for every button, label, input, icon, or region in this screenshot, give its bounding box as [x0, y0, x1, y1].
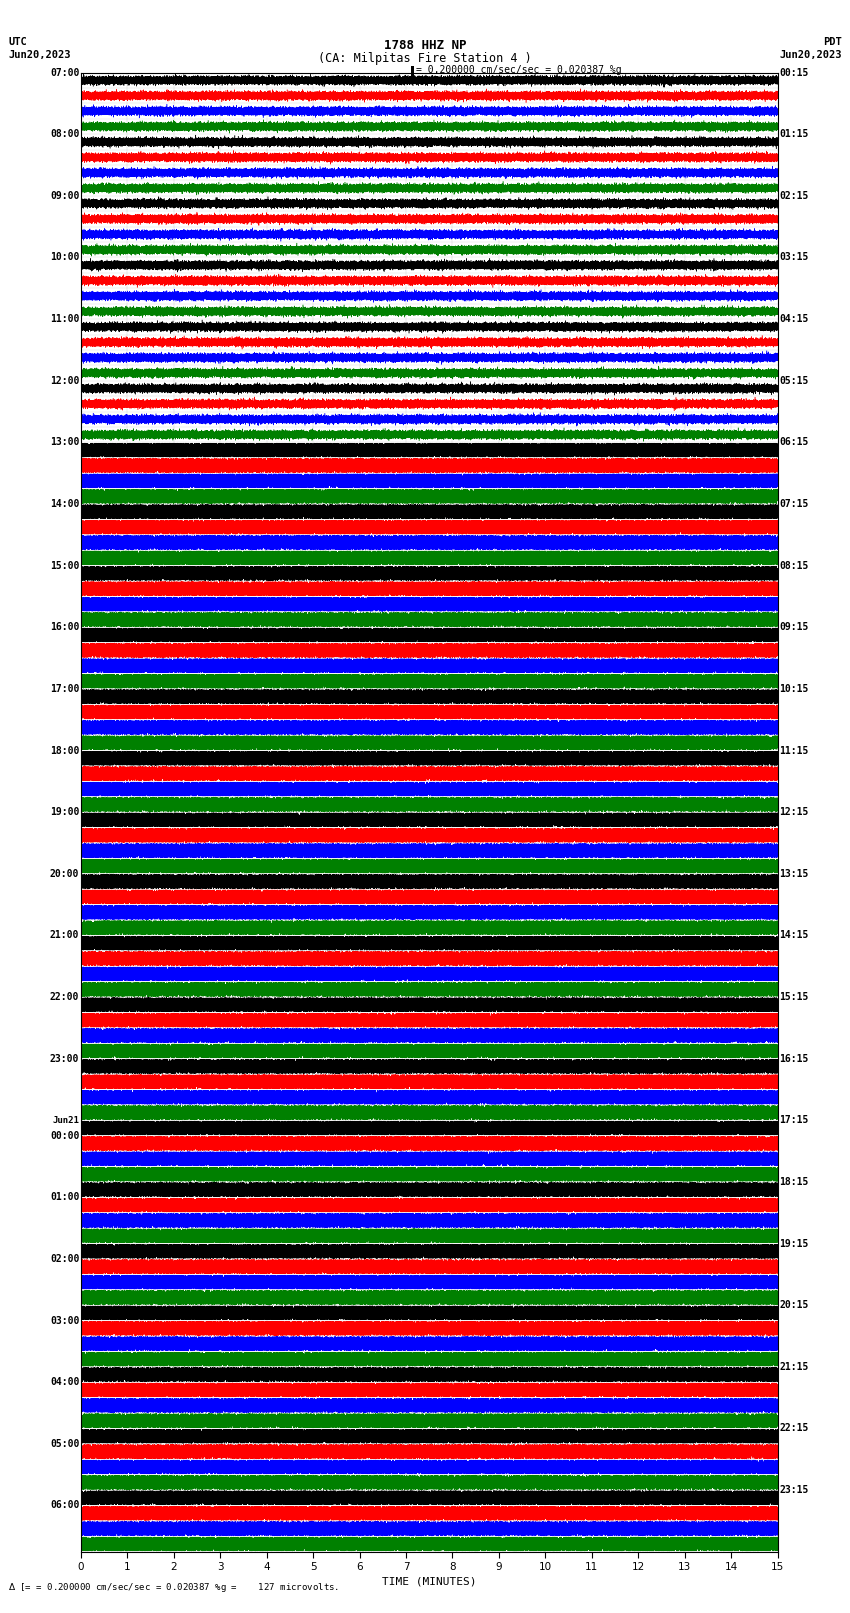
Text: (CA: Milpitas Fire Station 4 ): (CA: Milpitas Fire Station 4 )	[318, 52, 532, 65]
Text: 08:15: 08:15	[779, 561, 808, 571]
X-axis label: TIME (MINUTES): TIME (MINUTES)	[382, 1576, 477, 1586]
Text: 13:15: 13:15	[779, 869, 808, 879]
Text: 18:00: 18:00	[50, 745, 79, 755]
Text: 01:15: 01:15	[779, 129, 808, 139]
Text: 15:15: 15:15	[779, 992, 808, 1002]
Text: Jun20,2023: Jun20,2023	[779, 50, 842, 60]
Text: 12:15: 12:15	[779, 806, 808, 818]
Text: 03:00: 03:00	[50, 1316, 79, 1326]
Text: 04:00: 04:00	[50, 1378, 79, 1387]
Text: 01:00: 01:00	[50, 1192, 79, 1202]
Text: PDT: PDT	[823, 37, 842, 47]
Text: 12:00: 12:00	[50, 376, 79, 386]
Text: 17:15: 17:15	[779, 1115, 808, 1126]
Text: 09:15: 09:15	[779, 623, 808, 632]
Text: 16:15: 16:15	[779, 1053, 808, 1063]
Text: 10:15: 10:15	[779, 684, 808, 694]
Text: 15:00: 15:00	[50, 561, 79, 571]
Text: 20:00: 20:00	[50, 869, 79, 879]
Text: 08:00: 08:00	[50, 129, 79, 139]
Text: Jun21: Jun21	[53, 1116, 79, 1124]
Text: 1788 HHZ NP: 1788 HHZ NP	[383, 39, 467, 52]
Text: 16:00: 16:00	[50, 623, 79, 632]
Text: 07:15: 07:15	[779, 498, 808, 510]
Text: 19:15: 19:15	[779, 1239, 808, 1248]
Text: 07:00: 07:00	[50, 68, 79, 77]
Text: 04:15: 04:15	[779, 315, 808, 324]
Text: 14:15: 14:15	[779, 931, 808, 940]
Text: 03:15: 03:15	[779, 253, 808, 263]
Text: 18:15: 18:15	[779, 1177, 808, 1187]
Text: UTC: UTC	[8, 37, 27, 47]
Text: 21:00: 21:00	[50, 931, 79, 940]
Text: Jun20,2023: Jun20,2023	[8, 50, 71, 60]
Text: 11:00: 11:00	[50, 315, 79, 324]
Text: 23:15: 23:15	[779, 1486, 808, 1495]
Text: 21:15: 21:15	[779, 1361, 808, 1371]
Text: 20:15: 20:15	[779, 1300, 808, 1310]
Text: 19:00: 19:00	[50, 806, 79, 818]
Text: 05:00: 05:00	[50, 1439, 79, 1448]
Text: 22:15: 22:15	[779, 1423, 808, 1434]
Text: 05:15: 05:15	[779, 376, 808, 386]
Text: 22:00: 22:00	[50, 992, 79, 1002]
Text: 06:00: 06:00	[50, 1500, 79, 1510]
Text: 02:15: 02:15	[779, 190, 808, 202]
Text: 09:00: 09:00	[50, 190, 79, 202]
Text: 23:00: 23:00	[50, 1053, 79, 1063]
Text: 02:00: 02:00	[50, 1253, 79, 1265]
Text: 11:15: 11:15	[779, 745, 808, 755]
Text: 10:00: 10:00	[50, 253, 79, 263]
Text: $\Delta$ [= = 0.200000 cm/sec/sec = 0.020387 %g =    127 microvolts.: $\Delta$ [= = 0.200000 cm/sec/sec = 0.02…	[8, 1581, 340, 1594]
Text: 13:00: 13:00	[50, 437, 79, 447]
Text: 17:00: 17:00	[50, 684, 79, 694]
Text: 00:15: 00:15	[779, 68, 808, 77]
Text: 06:15: 06:15	[779, 437, 808, 447]
Text: 14:00: 14:00	[50, 498, 79, 510]
Text: 00:00: 00:00	[50, 1131, 79, 1140]
Text: = 0.200000 cm/sec/sec = 0.020387 %g: = 0.200000 cm/sec/sec = 0.020387 %g	[416, 65, 622, 74]
